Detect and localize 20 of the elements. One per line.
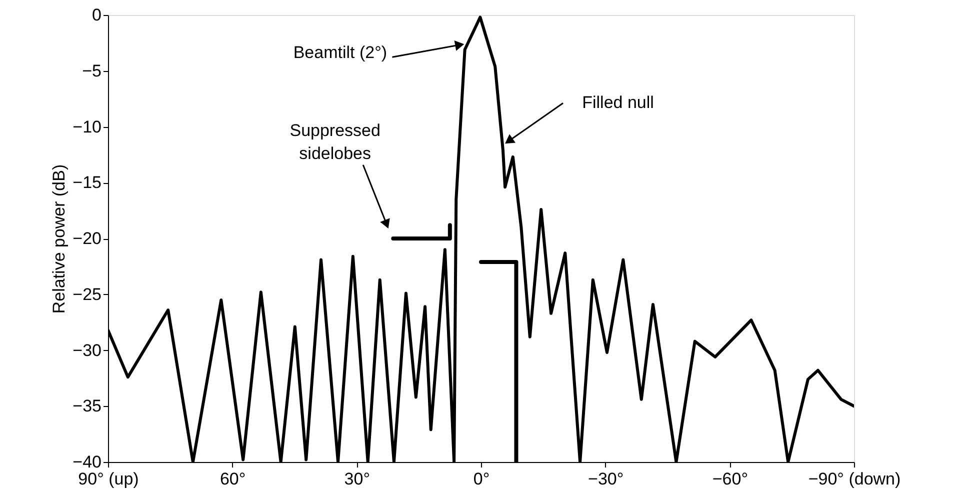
y-tick-label: −25 bbox=[72, 284, 102, 304]
x-tick-label: 30° bbox=[344, 470, 370, 488]
annotation: Beamtilt (2°) bbox=[293, 43, 388, 62]
annotation: Filled null bbox=[582, 93, 654, 112]
y-tick-label: −5 bbox=[82, 61, 102, 80]
x-tick-label: 90° (up) bbox=[78, 470, 139, 488]
y-tick-label: −35 bbox=[72, 396, 102, 416]
x-tick-label: −60° bbox=[712, 470, 748, 488]
y-tick-label: 0 bbox=[92, 6, 102, 24]
y-tick-label: −20 bbox=[72, 229, 102, 248]
y-axis-title: Relative power (dB) bbox=[50, 164, 69, 314]
x-tick-label: −90° (down) bbox=[808, 470, 901, 488]
x-tick-label: 60° bbox=[220, 470, 246, 488]
y-tick-label: −30 bbox=[72, 340, 102, 360]
y-tick-label: −10 bbox=[72, 117, 102, 136]
x-tick-label: 0° bbox=[473, 470, 490, 488]
y-tick-label: −15 bbox=[72, 173, 102, 192]
annotation: Suppressed sidelobes bbox=[290, 120, 380, 163]
x-tick-label: −30° bbox=[588, 470, 624, 488]
y-tick-label: −40 bbox=[72, 452, 102, 472]
